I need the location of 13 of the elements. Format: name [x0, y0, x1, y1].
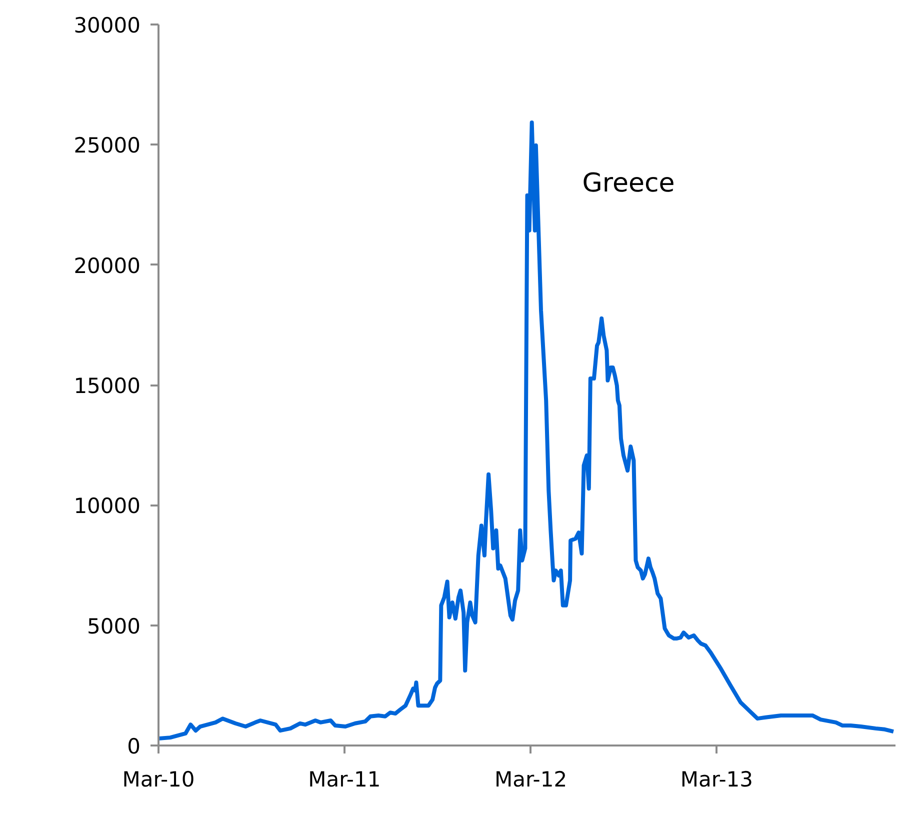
x-tick-label: Mar-10 [122, 768, 195, 792]
x-tick-label: Mar-12 [494, 768, 568, 792]
line-series [158, 120, 896, 741]
y-tick-label: 25000 [74, 134, 141, 158]
y-tick-label: 5000 [87, 614, 141, 638]
y-tick-label: 30000 [74, 14, 141, 38]
y-tick-label: 10000 [74, 494, 141, 518]
x-tick-label: Mar-11 [308, 768, 381, 792]
y-tick-label: 0 [127, 734, 141, 758]
x-tick-label: Mar-13 [680, 768, 754, 792]
y-tick-label: 20000 [74, 254, 141, 278]
annotation: Greece [582, 168, 675, 198]
y-tick-label: 15000 [74, 374, 141, 398]
